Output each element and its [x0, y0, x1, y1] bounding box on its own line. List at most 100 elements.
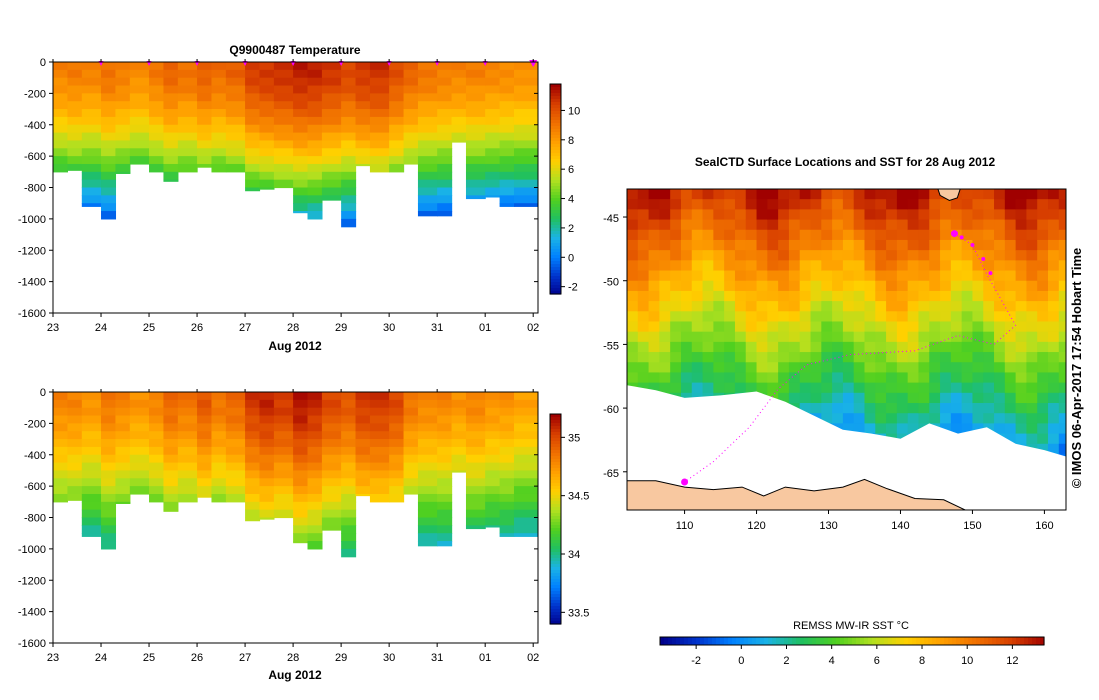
sst-cell — [1037, 372, 1049, 384]
sst-cell — [1015, 260, 1028, 272]
sst-cell — [1004, 290, 1017, 302]
profile-cell — [163, 501, 179, 511]
profile-cell — [403, 101, 419, 110]
sst-cell — [972, 321, 984, 333]
profile-cell — [465, 392, 486, 401]
sst-cell — [637, 219, 650, 231]
sst-cell — [886, 321, 898, 333]
sst-cell — [637, 352, 650, 363]
profile-cell — [67, 407, 83, 417]
profile-cell — [341, 179, 357, 189]
profile-cell — [101, 116, 117, 126]
profile-cell — [321, 431, 342, 440]
sst-cell — [799, 362, 812, 374]
sst-cell — [680, 352, 693, 363]
profile-cell — [437, 148, 453, 157]
profile-cell — [465, 85, 486, 94]
sst-cell — [627, 260, 639, 272]
sst-cell — [734, 331, 747, 343]
sst-cell — [864, 280, 876, 292]
profile-cell — [149, 156, 165, 165]
sst-cell — [691, 229, 704, 241]
profile-cell — [417, 211, 438, 217]
sst-cell — [1058, 219, 1066, 231]
sst-cell — [907, 392, 920, 404]
sst-cell — [1048, 301, 1060, 312]
colorbar-swatch — [836, 637, 841, 645]
sst-cell — [918, 280, 930, 292]
profile-cell — [307, 392, 323, 401]
sst-cell — [810, 280, 822, 292]
sst-cell — [1004, 270, 1017, 282]
sst-cell — [702, 321, 714, 333]
sst-cell — [918, 352, 930, 363]
profile-cell — [197, 77, 213, 87]
x-tick-label: 30 — [383, 652, 395, 664]
profile-cell — [355, 392, 371, 401]
profile-cell — [177, 454, 198, 464]
sst-cell — [907, 239, 920, 251]
profile-cell — [115, 392, 131, 401]
sst-cell — [961, 301, 974, 312]
colorbar-swatch — [988, 637, 993, 645]
profile-cell — [245, 101, 261, 110]
sst-cell — [950, 311, 963, 323]
profile-cell — [451, 431, 467, 440]
profile-cell — [389, 470, 405, 479]
profile-cell — [163, 85, 179, 94]
profile-cell — [485, 509, 501, 519]
sst-cell — [1058, 250, 1066, 261]
colorbar-swatch — [788, 637, 793, 645]
sst-cell — [1026, 362, 1038, 374]
sst-cell — [875, 301, 887, 312]
profile-cell — [53, 124, 69, 134]
profile-cell — [485, 156, 501, 165]
sst-cell — [659, 270, 671, 282]
profile-cell — [149, 85, 165, 94]
sst-cell — [724, 301, 736, 312]
colorbar-swatch — [550, 288, 561, 292]
sst-cell — [1037, 301, 1049, 312]
colorbar-swatch — [944, 637, 949, 645]
sst-cell — [929, 290, 941, 302]
sst-cell — [929, 341, 941, 353]
profile-cell — [355, 93, 371, 102]
profile-cell — [321, 77, 342, 87]
profile-cell — [437, 399, 453, 409]
profile-cell — [177, 493, 198, 503]
profile-cell — [369, 493, 390, 503]
sst-cell — [637, 189, 650, 200]
profile-cell — [465, 171, 486, 181]
sst-cell — [691, 382, 704, 394]
profile-cell — [321, 116, 342, 126]
profile-cell — [197, 470, 213, 479]
profile-cell — [369, 77, 390, 87]
sst-cell — [799, 280, 812, 292]
colorbar-swatch — [550, 555, 561, 559]
profile-cell — [355, 124, 371, 134]
profile-cell — [437, 69, 453, 79]
colorbar-swatch — [550, 255, 561, 259]
x-tick-label: 02 — [527, 322, 539, 334]
colorbar-swatch — [550, 207, 561, 211]
sst-cell — [940, 362, 952, 374]
profile-cell — [513, 116, 538, 126]
profile-cell — [513, 423, 538, 432]
colorbar-swatch — [550, 621, 561, 625]
profile-cell — [53, 77, 69, 87]
sst-cell — [1058, 443, 1066, 455]
sst-cell — [929, 413, 941, 424]
sst-cell — [1037, 433, 1049, 445]
profile-cell — [115, 431, 131, 440]
sst-cell — [864, 189, 876, 200]
profile-cell — [163, 69, 179, 79]
colorbar-swatch — [550, 426, 561, 430]
sst-cell — [756, 250, 768, 261]
sst-cell — [1037, 239, 1049, 251]
sst-cell — [821, 352, 833, 363]
colorbar-swatch — [916, 637, 921, 645]
profile-cell — [273, 85, 294, 94]
sst-cell — [864, 382, 876, 394]
profile-cell — [451, 454, 467, 464]
sst-cell — [778, 290, 790, 302]
